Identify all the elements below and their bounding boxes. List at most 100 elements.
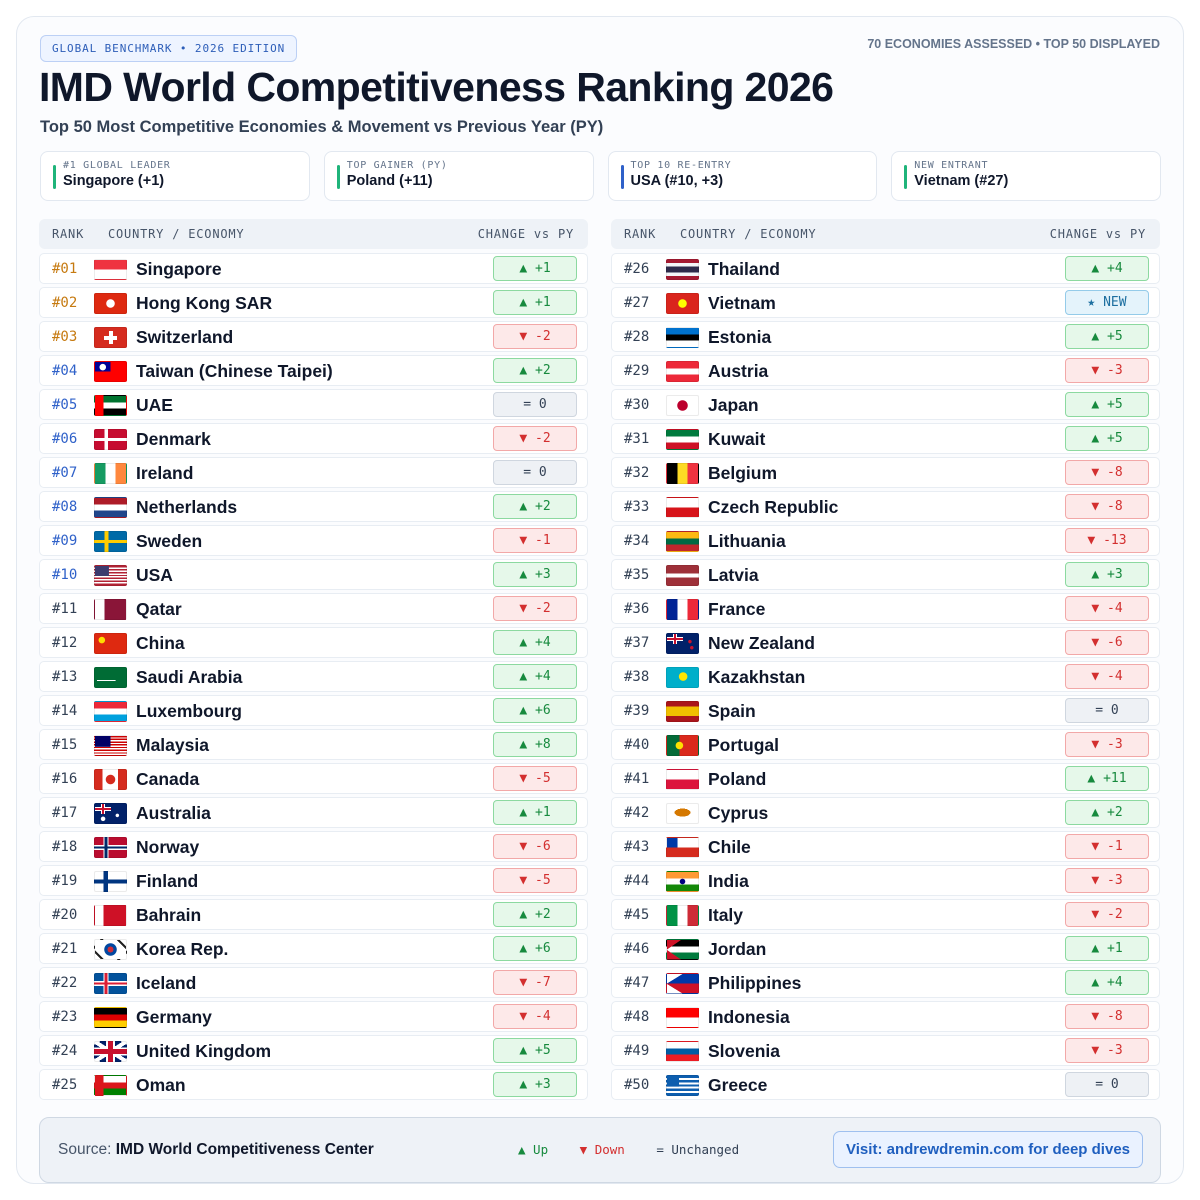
flag-singapore-icon xyxy=(94,259,127,280)
country-name: Qatar xyxy=(136,599,182,619)
rank-number: #19 xyxy=(52,873,78,889)
rank-number: #17 xyxy=(52,805,78,821)
card-value: Poland (+11) xyxy=(346,173,433,189)
change-badge: ▲ +6 xyxy=(493,698,577,723)
change-badge: ▼ -1 xyxy=(1065,834,1149,859)
rank-number: #44 xyxy=(624,873,650,889)
card-accent-bar xyxy=(620,165,624,189)
change-legend: ▲ Up ▼ Down = Unchanged xyxy=(518,1142,763,1157)
change-badge: ▲ +3 xyxy=(493,562,577,587)
change-badge: ▲ +6 xyxy=(493,936,577,961)
rank-number: #36 xyxy=(624,601,650,617)
change-badge: ▲ +8 xyxy=(493,732,577,757)
table-row: #05 UAE = 0 xyxy=(39,389,588,420)
header-change: CHANGE vs PY xyxy=(477,227,574,241)
rank-number: #45 xyxy=(624,907,650,923)
change-badge: = 0 xyxy=(1065,1072,1149,1097)
source-prefix: Source: xyxy=(58,1141,116,1158)
flag-usa-icon xyxy=(94,565,127,586)
flag-netherlands-icon xyxy=(94,497,127,518)
country-name: Portugal xyxy=(708,735,779,755)
flag-korea-rep-icon xyxy=(94,939,127,960)
country-name: Philippines xyxy=(708,973,802,993)
change-badge: ▼ -3 xyxy=(1065,1038,1149,1063)
change-badge: ▼ -6 xyxy=(1065,630,1149,655)
change-badge: ▼ -13 xyxy=(1065,528,1149,553)
rank-number: #47 xyxy=(624,975,650,991)
card-top10-reentry: TOP 10 RE-ENTRY USA (#10, +3) xyxy=(607,151,878,201)
change-badge: ▼ -4 xyxy=(1065,596,1149,621)
change-badge: ▲ +1 xyxy=(493,256,577,281)
card-accent-bar xyxy=(53,165,56,189)
country-name: United Kingdom xyxy=(136,1041,272,1061)
flag-italy-icon xyxy=(666,905,699,926)
header-country: COUNTRY / ECONOMY xyxy=(108,227,245,241)
change-badge: ▼ -5 xyxy=(493,868,577,893)
rank-number: #42 xyxy=(624,805,650,821)
table-row: #48 Indonesia ▼ -8 xyxy=(611,1001,1160,1032)
table-row: #33 Czech Republic ▼ -8 xyxy=(611,491,1160,522)
table-row: #01 Singapore ▲ +1 xyxy=(39,253,588,284)
table-row: #21 Korea Rep. ▲ +6 xyxy=(39,933,588,964)
rank-number: #25 xyxy=(52,1077,78,1093)
country-name: Italy xyxy=(708,905,744,925)
flag-indonesia-icon xyxy=(666,1007,699,1028)
card-value: Vietnam (#27) xyxy=(914,173,1009,189)
table-row: #29 Austria ▼ -3 xyxy=(611,355,1160,386)
flag-france-icon xyxy=(666,599,699,620)
rank-number: #01 xyxy=(52,261,78,277)
rank-number: #29 xyxy=(624,363,650,379)
change-badge: ▲ +5 xyxy=(1065,392,1149,417)
card-new-entrant: NEW ENTRANT Vietnam (#27) xyxy=(891,151,1161,201)
country-name: Slovenia xyxy=(708,1041,780,1061)
change-badge: ▲ +4 xyxy=(1065,256,1149,281)
change-badge: ▲ +4 xyxy=(493,630,577,655)
visit-link[interactable]: Visit: andrewdremin.com for deep dives xyxy=(833,1131,1143,1168)
table-row: #31 Kuwait ▲ +5 xyxy=(611,423,1160,454)
table-row: #20 Bahrain ▲ +2 xyxy=(39,899,588,930)
rank-number: #39 xyxy=(624,703,650,719)
rank-number: #41 xyxy=(624,771,650,787)
table-row: #47 Philippines ▲ +4 xyxy=(611,967,1160,998)
table-row: #43 Chile ▼ -1 xyxy=(611,831,1160,862)
source-name: IMD World Competitiveness Center xyxy=(115,1141,374,1158)
country-name: Lithuania xyxy=(708,531,786,551)
country-name: Indonesia xyxy=(708,1007,790,1027)
flag-uae-icon xyxy=(94,395,127,416)
rank-number: #32 xyxy=(624,465,650,481)
table-row: #37 New Zealand ▼ -6 xyxy=(611,627,1160,658)
flag-poland-icon xyxy=(666,769,699,790)
flag-kazakhstan-icon xyxy=(666,667,699,688)
country-name: Belgium xyxy=(708,463,778,483)
flag-portugal-icon xyxy=(666,735,699,756)
table-row: #18 Norway ▼ -6 xyxy=(39,831,588,862)
table-row: #14 Luxembourg ▲ +6 xyxy=(39,695,588,726)
rank-number: #31 xyxy=(624,431,650,447)
flag-lithuania-icon xyxy=(666,531,699,552)
rank-number: #14 xyxy=(52,703,78,719)
flag-sweden-icon xyxy=(94,531,127,552)
page-subtitle: Top 50 Most Competitive Economies & Move… xyxy=(40,118,604,136)
country-name: Korea Rep. xyxy=(136,939,229,959)
change-badge: ▲ +2 xyxy=(1065,800,1149,825)
country-name: USA xyxy=(136,565,173,585)
header-rank: RANK xyxy=(624,227,657,241)
rank-number: #18 xyxy=(52,839,78,855)
change-badge: ▼ -8 xyxy=(1065,494,1149,519)
table-row: #23 Germany ▼ -4 xyxy=(39,1001,588,1032)
flag-germany-icon xyxy=(94,1007,127,1028)
footer-bar: Source: IMD World Competitiveness Center… xyxy=(39,1117,1161,1183)
card-label: #1 GLOBAL LEADER xyxy=(63,160,171,171)
legend-up: ▲ Up xyxy=(518,1142,549,1157)
change-badge: ▲ +1 xyxy=(493,290,577,315)
rank-number: #40 xyxy=(624,737,650,753)
country-name: Denmark xyxy=(136,429,211,449)
rank-number: #04 xyxy=(52,363,78,379)
country-name: Canada xyxy=(136,769,200,789)
flag-finland-icon xyxy=(94,871,127,892)
flag-latvia-icon xyxy=(666,565,699,586)
change-badge: ▲ +5 xyxy=(1065,426,1149,451)
edition-badge: GLOBAL BENCHMARK • 2026 EDITION xyxy=(40,35,298,62)
change-badge: ▼ -7 xyxy=(493,970,577,995)
country-name: Switzerland xyxy=(136,327,234,347)
